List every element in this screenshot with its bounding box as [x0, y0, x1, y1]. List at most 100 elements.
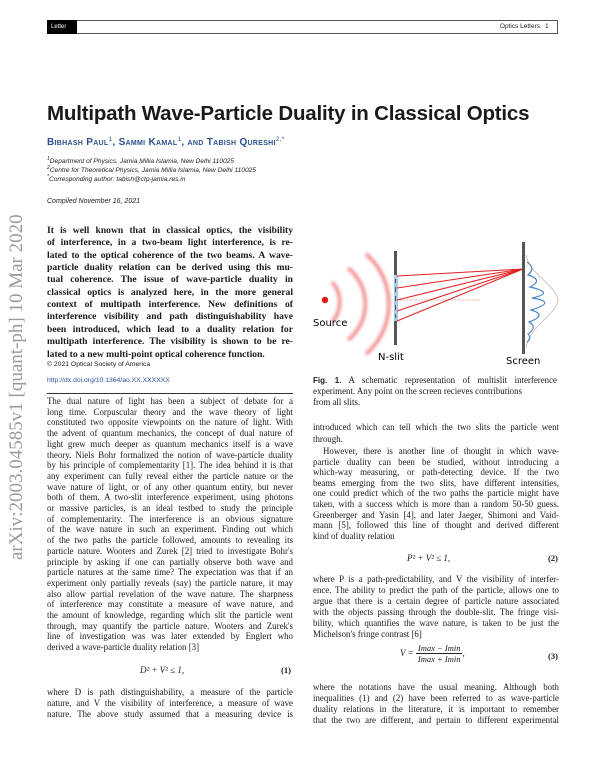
envelope-curve: [525, 254, 559, 349]
corresponding-author: *Corresponding author: tabish@ctp-jamia.…: [47, 174, 185, 183]
text-line: kind of duality relation: [313, 530, 395, 541]
wavefront-arc: [330, 280, 342, 324]
author-name: Tabish Qureshi: [206, 137, 276, 149]
text-line: context of multipath interference. New d…: [47, 299, 293, 311]
text-line: taken, with a success which is more than…: [313, 499, 559, 509]
source-dot: [321, 296, 329, 304]
doi-link[interactable]: http://dx.doi.org/10.1364/ao.XX.XXXXXX: [47, 377, 170, 384]
text-line: the amount of knowledge, regarding which…: [47, 610, 293, 620]
text-line: through, may quantify the particle natur…: [47, 620, 293, 631]
text-line: Michelson's fringe contrast [6]: [313, 628, 422, 639]
text-line: introduced which can tell which the two …: [313, 422, 559, 432]
text-line: or massive particles, is an ideal testbe…: [47, 503, 293, 513]
text-line: Greenberger and Yasin [4], and later Jae…: [313, 509, 559, 520]
journal-name: Optics Letters: [499, 23, 540, 30]
text-line: light grew much deeper as quantum mechan…: [47, 438, 293, 449]
caption-text: A schematic representation of multislit …: [348, 375, 557, 385]
equation-2-number: (2): [548, 553, 558, 563]
affiliation-text: Corresponding author: tabish@ctp-jamia.r…: [48, 176, 186, 184]
text-line: with the objects passing through the dou…: [313, 606, 559, 617]
text-line: multipath interference. The visibility i…: [47, 336, 293, 348]
text-line: It is well known that in classical optic…: [47, 225, 293, 236]
text-line: duality relations in the literature, it …: [313, 704, 559, 714]
caption-line: experiment. Any point on the screen reci…: [313, 386, 522, 396]
abstract-divider: [47, 393, 293, 394]
interference-pattern: [526, 261, 546, 343]
paper-title: Multipath Wave-Particle Duality in Class…: [47, 102, 530, 125]
text-line: by his principle of complementarity [1].…: [47, 460, 293, 471]
affiliation: 1Department of Physics, Jamia Millia Isl…: [47, 156, 234, 165]
text-line: inequalities (1) and (2) have been refer…: [313, 693, 559, 703]
text-line: theory. Niels Bohr formalized the notion…: [47, 449, 293, 460]
text-line: ence. The ability to predict the path of…: [313, 584, 559, 595]
ray: [396, 268, 524, 277]
text-line: particle natures at the same time? The e…: [47, 567, 293, 578]
text-line: argue that there is a certain degree of …: [313, 595, 559, 606]
text-line: constituted two opposite viewpoints on t…: [47, 417, 293, 428]
ray: [396, 268, 524, 301]
text-line: principle by asking if one can partially…: [47, 556, 293, 567]
text-line: nature. The above study assumed that a m…: [47, 708, 293, 719]
equation-1-number: (1): [281, 665, 291, 675]
text-line: The dual nature of light has been a subj…: [47, 396, 293, 406]
wavefront-arc: [364, 252, 391, 356]
wavefront-arcs: [330, 252, 391, 356]
fraction: Imax − Imin Imax + Imin: [415, 643, 463, 664]
affiliation-mark: 2: [47, 165, 50, 171]
text-line: lated to the optical coherence of the tw…: [47, 249, 293, 261]
text-line: particle duality relation can be derived…: [47, 262, 293, 274]
affiliation-text: Centre for Theoretical Physics, Jamia Mi…: [49, 167, 256, 175]
ray: [396, 268, 524, 312]
author-affiliation-mark: 2,*: [275, 136, 285, 143]
caption-line: Fig. 1. A schematic representation of mu…: [313, 375, 557, 386]
copyright: © 2021 Optical Society of America: [47, 361, 151, 368]
text-line: through.: [313, 433, 343, 444]
text-line: beams emerging from the two slits, have …: [313, 477, 559, 488]
denominator: Imax + Imin: [417, 654, 461, 664]
text-line: wave nature of light, or of any other qu…: [47, 481, 293, 492]
ray: [396, 268, 524, 322]
text-line: experiment only partially reveals (say) …: [47, 577, 293, 588]
affiliation-mark: *: [47, 174, 49, 180]
equation-3-lhs: V =: [400, 647, 414, 658]
author-name: Sammi Kamal: [118, 137, 178, 149]
affiliation: 2Centre for Theoretical Physics, Jamia M…: [47, 165, 256, 174]
affiliation-text: Department of Physics, Jamia Millia Isla…: [49, 158, 234, 166]
equation-3-tail: ,: [462, 647, 465, 658]
author-separator: , and: [181, 137, 207, 149]
figure-label: Fig. 1.: [313, 376, 342, 385]
author-name: Bibhash Paul: [47, 137, 109, 149]
text-line: one could predict which of the two paths…: [313, 488, 559, 499]
text-line: been introduced, which lead to a duality…: [47, 323, 293, 335]
screen-label: Screen: [506, 356, 540, 367]
text-line: However, there is another line of though…: [323, 446, 559, 456]
author-separator: ,: [112, 137, 119, 149]
text-line: particle duality can been be studied, wi…: [313, 456, 559, 467]
text-line: of interference, in a two-beam light int…: [47, 237, 293, 249]
numerator: Imax − Imin: [415, 643, 463, 654]
text-line: both of them. A two-slit interference ex…: [47, 492, 293, 503]
text-line: line of investigation was was later exte…: [47, 631, 293, 642]
ray-lines: [396, 268, 524, 322]
equation-3: V = Imax − Imin Imax + Imin,: [400, 643, 465, 664]
text-line: of complementarity. The interference is …: [47, 513, 293, 524]
arxiv-stamp: arXiv:2003.04585v1 [quant-ph] 10 Mar 202…: [6, 214, 27, 560]
text-line: lated to a new multi-point optical coher…: [47, 348, 265, 360]
figure-1-schematic: Source N-slit Screen: [313, 242, 559, 367]
ray: [396, 268, 524, 289]
author-list: Bibhash Paul1, Sammi Kamal1, and Tabish …: [47, 136, 285, 148]
equation-1: D² + V² ≤ 1,: [140, 665, 185, 675]
text-line: where D is path distinguishability, a me…: [47, 687, 293, 697]
text-line: of the wave nature in such an experiment…: [47, 524, 293, 535]
text-line: particle nature. Wooters and Zurek [2] t…: [47, 545, 293, 556]
author-affiliation-mark: 1: [177, 136, 182, 143]
text-line: of interference may constitute a measure…: [47, 599, 293, 610]
text-line: interference visibility and path disting…: [47, 311, 293, 323]
text-line: also allow partial revelation of the wav…: [47, 588, 293, 599]
article-type-tag: Letter: [47, 20, 77, 34]
equation-2: P² + V² ≤ 1,: [407, 553, 451, 563]
text-line: which-way measuring, or path-detecting d…: [313, 467, 559, 478]
running-header: [47, 20, 558, 34]
compiled-date: Compiled November 16, 2021: [47, 198, 140, 205]
text-line: mann [5], followed this line of thought …: [313, 520, 559, 531]
